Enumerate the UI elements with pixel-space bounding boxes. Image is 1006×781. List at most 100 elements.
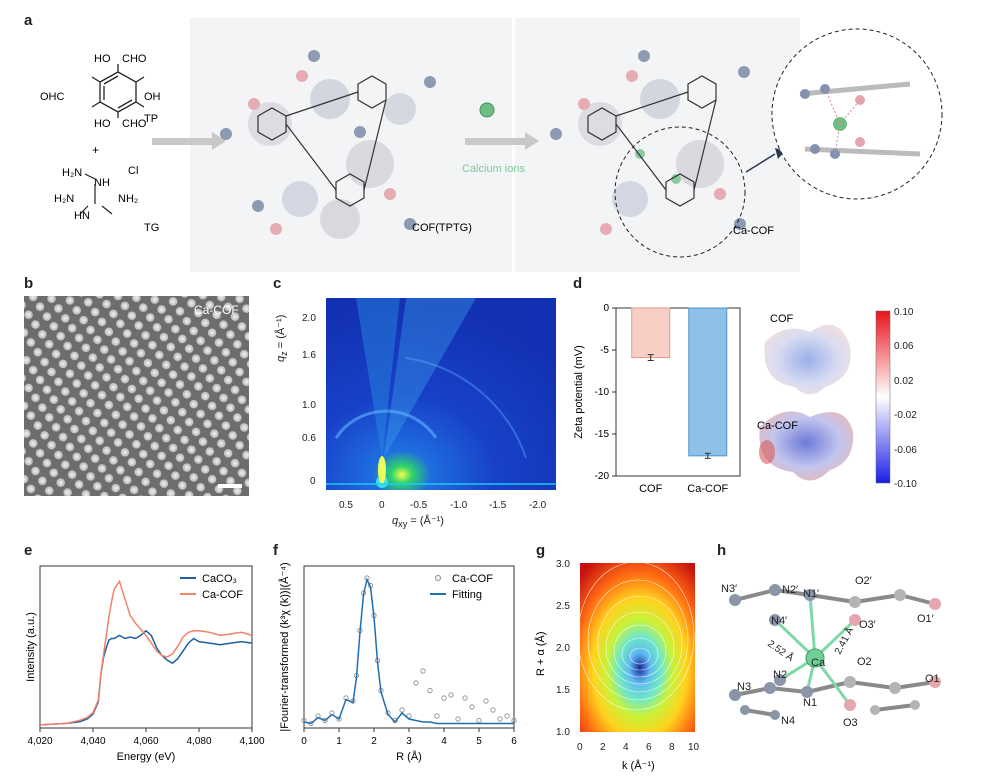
x-tick-label: 6 [511,736,517,747]
panel-letter-c: c [273,275,282,292]
svg-text:0: 0 [379,500,385,511]
panel-letter-h: h [717,542,727,559]
giwaxs-xlabel: qxy = (Å⁻¹) [392,515,444,530]
x-tick-label: 2 [371,736,377,747]
x-tick-label: 4,060 [133,736,158,747]
exafs-chart: 0 1 2 3 4 5 6 Ca-COF Fitting R (Å) |Fourier-transf… [278,562,517,763]
bar [631,307,671,359]
panel-letter-b: b [24,275,34,292]
svg-text:3.0: 3.0 [556,559,570,570]
series-line [39,629,253,726]
cof-label: COF(TPTG) [412,222,472,234]
x-tick-label: 5 [476,736,482,747]
svg-text:10: 10 [688,742,700,753]
wavelet-xlabel: k (Å⁻¹) [622,759,655,772]
svg-text:O2′: O2′ [855,575,872,587]
tg-molecule [79,173,113,215]
giwaxs-ylabel: qz = (Å⁻¹) [275,314,290,362]
zoom-detail [799,81,921,159]
atom-labels: N3′ N2′ N1′ O2′ N4′ O3′ O1′ Ca O2 N2 O1 … [721,575,940,729]
data-point [441,695,447,701]
svg-text:-0.5: -0.5 [410,500,428,511]
svg-text:0.6: 0.6 [302,433,316,444]
bar [688,307,728,457]
x-axis-label: R (Å) [396,750,422,763]
colorbar-tick: -0.02 [894,410,917,421]
svg-text:-2.0: -2.0 [529,500,547,511]
tp-label: TP [144,113,158,125]
esp-label-cacof: Ca-COF [757,420,798,432]
colorbar-tick: 0.10 [894,307,914,318]
category-label: COF [639,483,663,495]
svg-text:6: 6 [646,742,652,753]
panel-letter-e: e [24,542,33,559]
y-tick-label: -15 [595,429,610,440]
plot-frame [303,565,515,729]
x-tick-label: 4,040 [80,736,105,747]
svg-text:Ca: Ca [811,657,826,669]
legend-label: Ca-COF [202,589,243,601]
reaction-arrow-2 [465,132,539,150]
tg-nh2-b: H₂N [54,193,74,205]
svg-text:2.52 Å: 2.52 Å [765,637,796,664]
svg-text:2: 2 [600,742,606,753]
colorbar-tick: -0.10 [894,479,917,490]
legend-label: Fitting [452,589,482,601]
tp-molecule [91,64,145,118]
data-point [420,668,426,674]
reaction-arrow-1 [152,132,226,150]
y-axis-label: Zeta potential (mV) [573,345,585,439]
y-tick-label: -10 [595,387,610,398]
zoom-arrow [745,153,776,173]
cacof-structure-background [515,18,800,272]
colorbar-tick: 0.02 [894,376,914,387]
wavelet-xticks: 0 2 4 6 8 10 [577,742,700,753]
wavelet-heatmap [580,563,695,732]
scale-bar [218,484,242,488]
svg-text:-1.0: -1.0 [450,500,468,511]
panel-letter-d: d [573,275,583,292]
svg-text:1.0: 1.0 [556,727,570,738]
y-tick-label: -20 [595,471,610,482]
legend-marker [435,575,441,581]
legend-label: CaCO₃ [202,573,237,585]
svg-text:1.0: 1.0 [302,400,316,411]
svg-text:4: 4 [623,742,629,753]
plus-sign: + [92,143,99,157]
data-point [322,717,328,724]
svg-text:N2′: N2′ [782,584,798,596]
data-point [476,717,482,724]
cacof-label: Ca-COF [733,225,774,237]
colorbar-tick: 0.06 [894,341,914,352]
esp-map-cacof [759,411,854,481]
svg-text:O3: O3 [843,717,858,729]
tg-hn: HN [74,210,90,222]
x-tick-label: 4,100 [239,736,264,747]
svg-text:2.0: 2.0 [302,313,316,324]
tp-oh-3: HO [94,118,111,130]
data-point [497,716,503,722]
zoom-circle-large [771,28,943,200]
svg-text:0: 0 [577,742,583,753]
tp-cho-2: CHO [122,118,147,130]
svg-text:O1: O1 [925,673,940,685]
calcium-ion-sphere [479,102,495,118]
data-point [469,704,475,710]
tg-label: TG [144,222,159,234]
x-tick-label: 0 [301,736,307,747]
x-tick-label: 1 [336,736,342,747]
tp-oh-2: OH [144,91,161,103]
esp-maps: COF Ca-COF [757,313,854,481]
svg-text:N3′: N3′ [721,583,737,595]
giwaxs-chart: 2.0 1.6 1.0 0.6 0 0.5 0 -0.5 -1.0 -1.5 -… [302,298,556,511]
data-point [455,716,461,722]
svg-text:N3: N3 [737,681,751,693]
panel-letter-g: g [536,542,546,559]
tg-nh: NH [94,177,110,189]
tg-nh2-c: NH₂ [118,193,138,205]
cof-bonds [257,75,387,207]
svg-text:O3′: O3′ [859,619,876,631]
svg-text:2.5: 2.5 [556,601,570,612]
x-tick-label: 4 [441,736,447,747]
svg-text:1.5: 1.5 [556,685,570,696]
